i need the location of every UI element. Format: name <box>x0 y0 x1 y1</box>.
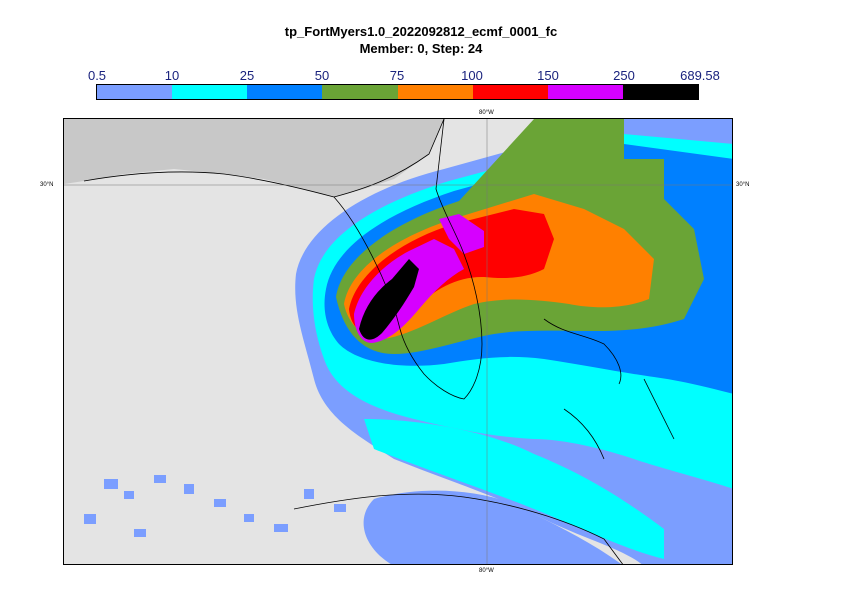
colorbar-tick: 75 <box>389 68 405 83</box>
lat-label-right: 30°N <box>736 182 750 188</box>
colorbar-tick: 689.58 <box>680 68 720 83</box>
lat-label-left: 30°N <box>40 182 54 188</box>
colorbar-tick: 150 <box>537 68 559 83</box>
colorbar-segment-3 <box>247 85 323 99</box>
precipitation-map <box>63 118 733 565</box>
colorbar-tick: 25 <box>239 68 255 83</box>
coastlines <box>83 119 675 564</box>
colorbar-tick: 0.5 <box>87 68 107 83</box>
colorbar-tick: 50 <box>314 68 330 83</box>
colorbar-segment-8 <box>622 85 698 99</box>
colorbar-tick: 250 <box>613 68 635 83</box>
colorbar <box>96 84 699 100</box>
colorbar-segment-7 <box>547 85 623 99</box>
lon-label-bottom: 80°W <box>479 568 494 574</box>
map-canvas <box>64 119 732 564</box>
figure-title: tp_FortMyers1.0_2022092812_ecmf_0001_fc <box>284 24 558 39</box>
colorbar-segment-6 <box>472 85 548 99</box>
colorbar-segment-4 <box>322 85 398 99</box>
precip-250-689.58 <box>359 259 419 340</box>
graticule <box>64 119 732 564</box>
lon-label-top: 80°W <box>479 110 494 116</box>
figure-subtitle: Member: 0, Step: 24 <box>359 41 483 56</box>
colorbar-segment-1 <box>97 85 173 99</box>
colorbar-tick: 100 <box>461 68 483 83</box>
land-area <box>64 119 444 197</box>
colorbar-segment-2 <box>172 85 248 99</box>
colorbar-segment-5 <box>397 85 473 99</box>
colorbar-tick: 10 <box>164 68 180 83</box>
